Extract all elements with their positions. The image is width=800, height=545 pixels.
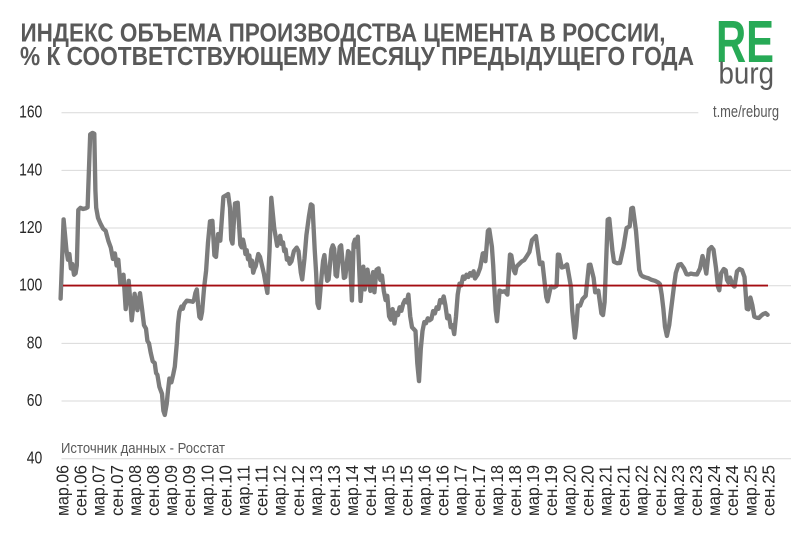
svg-text:40: 40	[27, 448, 43, 468]
svg-text:сен.09: сен.09	[179, 465, 199, 516]
svg-text:сен.13: сен.13	[324, 465, 344, 516]
svg-text:мар.20: мар.20	[559, 465, 579, 516]
svg-text:сен.07: сен.07	[107, 465, 127, 516]
svg-text:сен.22: сен.22	[650, 465, 670, 516]
svg-text:60: 60	[27, 390, 43, 410]
svg-text:сен.19: сен.19	[541, 465, 561, 516]
svg-text:100: 100	[19, 275, 42, 295]
svg-text:мар.25: мар.25	[740, 465, 760, 516]
svg-text:мар.09: мар.09	[161, 465, 181, 516]
svg-text:мар.10: мар.10	[197, 465, 217, 516]
svg-text:сен.15: сен.15	[396, 465, 416, 516]
svg-text:сен.21: сен.21	[614, 465, 634, 516]
svg-text:мар.11: мар.11	[234, 465, 254, 516]
svg-text:мар.06: мар.06	[53, 465, 73, 516]
svg-text:мар.16: мар.16	[415, 465, 435, 516]
svg-text:burg: burg	[719, 55, 775, 90]
svg-text:сен.10: сен.10	[215, 465, 235, 516]
svg-text:120: 120	[19, 217, 42, 237]
svg-text:сен.16: сен.16	[433, 465, 453, 516]
svg-text:сен.20: сен.20	[577, 465, 597, 516]
svg-text:сен.06: сен.06	[71, 465, 91, 516]
svg-text:сен.25: сен.25	[758, 465, 778, 516]
svg-text:сен.08: сен.08	[143, 465, 163, 516]
svg-text:RE: RE	[716, 9, 774, 75]
svg-text:% К СООТВЕТСТВУЮЩЕМУ МЕСЯЦУ ПР: % К СООТВЕТСТВУЮЩЕМУ МЕСЯЦУ ПРЕДЫДУЩЕГО …	[20, 43, 694, 71]
svg-text:мар.21: мар.21	[596, 465, 616, 516]
svg-text:160: 160	[19, 102, 42, 122]
svg-text:сен.12: сен.12	[288, 465, 308, 516]
svg-text:мар.14: мар.14	[342, 465, 362, 516]
svg-text:сен.11: сен.11	[252, 465, 272, 516]
svg-text:мар.17: мар.17	[451, 465, 471, 516]
svg-text:сен.17: сен.17	[469, 465, 489, 516]
svg-text:мар.19: мар.19	[523, 465, 543, 516]
svg-text:80: 80	[27, 332, 43, 352]
svg-text:мар.23: мар.23	[668, 465, 688, 516]
svg-text:ИНДЕКС ОБЪЕМА ПРОИЗВОДСТВА ЦЕМ: ИНДЕКС ОБЪЕМА ПРОИЗВОДСТВА ЦЕМЕНТА В РОС…	[21, 19, 666, 47]
svg-text:Источник данных - Росстат: Источник данных - Росстат	[61, 440, 225, 457]
svg-text:сен.23: сен.23	[686, 465, 706, 516]
svg-text:t.me/reburg: t.me/reburg	[713, 102, 779, 121]
svg-text:сен.24: сен.24	[722, 465, 742, 516]
svg-text:мар.24: мар.24	[704, 465, 724, 516]
svg-text:мар.22: мар.22	[632, 465, 652, 516]
svg-text:мар.15: мар.15	[378, 465, 398, 516]
svg-text:сен.14: сен.14	[360, 465, 380, 516]
svg-text:мар.07: мар.07	[89, 465, 109, 516]
svg-text:мар.13: мар.13	[306, 465, 326, 516]
svg-text:мар.08: мар.08	[125, 465, 145, 516]
svg-text:мар.12: мар.12	[270, 465, 290, 516]
svg-text:сен.18: сен.18	[505, 465, 525, 516]
svg-text:140: 140	[19, 159, 42, 179]
svg-text:мар.18: мар.18	[487, 465, 507, 516]
